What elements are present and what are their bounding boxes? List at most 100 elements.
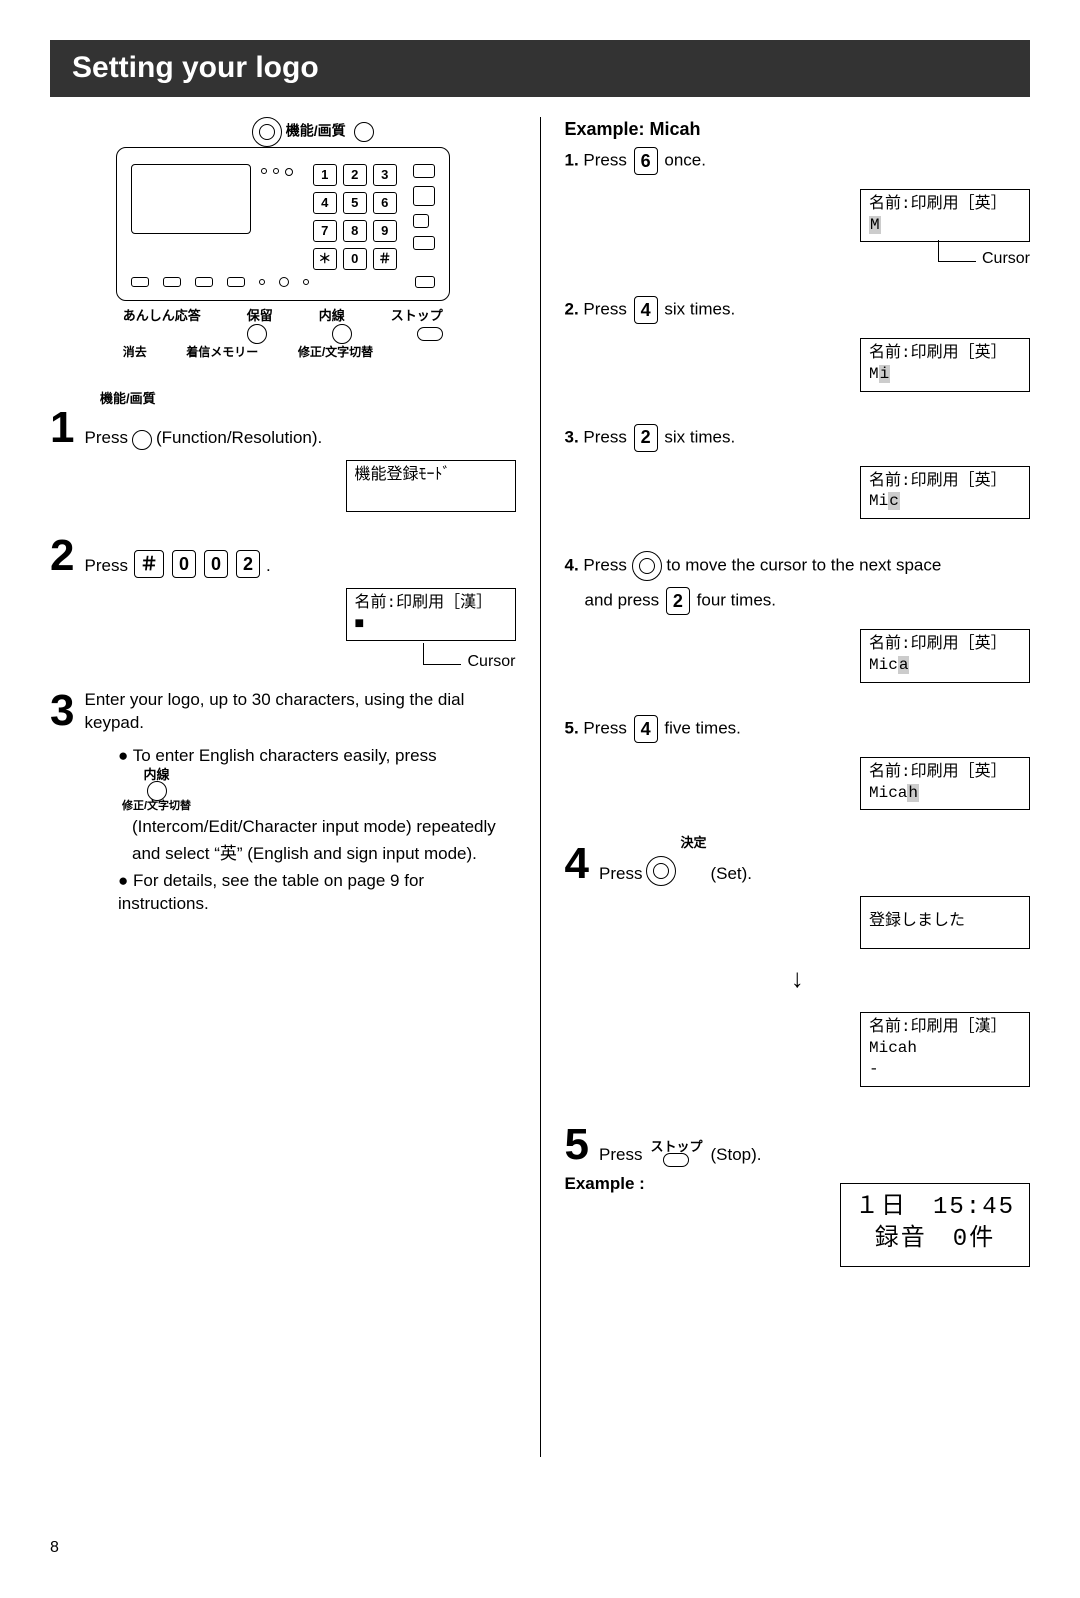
dial-keypad: 1 2 3 4 5 6 7 8 9 ＊ 0 ＃ (313, 164, 397, 270)
small-key-icon (131, 277, 149, 287)
panel-sublabel-memory: 着信メモリー (186, 344, 258, 360)
sub5-n: 5. (565, 718, 579, 737)
step3-bullet1-line3: and select “英” (English and sign input m… (132, 843, 516, 866)
key-7: 7 (313, 220, 337, 242)
step-3: 3 Enter your logo, up to 30 characters, … (50, 689, 516, 920)
device-panel-diagram: 機能/画質 1 2 3 4 5 (50, 117, 516, 361)
small-key-icon (163, 277, 181, 287)
step-number-5: 5 (565, 1123, 589, 1167)
sub4-hl: a (898, 656, 910, 674)
key-9: 9 (373, 220, 397, 242)
sub4-t4: four times. (697, 591, 776, 610)
sub5-hl: h (907, 784, 919, 802)
panel-label-stop: ストップ (391, 307, 443, 325)
step-number-4: 4 (565, 842, 589, 886)
sub5-t: Press (583, 718, 626, 737)
sub4-t3: and press (585, 591, 660, 610)
step1-display: 機能登録ﾓｰﾄﾞ (346, 460, 516, 512)
intercom-button-icon (332, 324, 352, 344)
key-3: 3 (373, 164, 397, 186)
step5-final-line2: 録音 0件 (875, 1224, 995, 1255)
step3-main-text: Enter your logo, up to 30 characters, us… (84, 689, 515, 735)
sidekey-icon (413, 236, 435, 250)
sub1-n: 1. (565, 150, 579, 169)
step5-after: (Stop). (710, 1144, 761, 1167)
step4-registered-text: 登録しました (869, 901, 1021, 942)
step2-cursor-leader: Cursor (50, 651, 516, 673)
key-2: 2 (236, 550, 260, 578)
panel-label-naisen: 内線 (319, 307, 345, 325)
sub2-a: six times. (664, 299, 735, 318)
right-column: Example: Micah 1. Press 6 once. 名前:印刷用［英… (565, 117, 1031, 1457)
intercom-label-bottom: 修正/文字切替 (122, 801, 191, 812)
stop-button-icon (663, 1153, 689, 1167)
example-substep-5: 5. Press 4 five times. 名前:印刷用［英］ Micah (565, 715, 1031, 817)
step1-text-press: Press (84, 427, 127, 450)
key-0: 0 (172, 550, 196, 578)
sub5-display: 名前:印刷用［英］ Micah (860, 757, 1030, 811)
step1-display-text: 機能登録ﾓｰﾄﾞ (355, 466, 451, 484)
sub5-a: five times. (664, 718, 741, 737)
two-column-layout: 機能/画質 1 2 3 4 5 (50, 117, 1030, 1457)
sub4-typed: Mic (869, 656, 898, 674)
key-hash: ＃ (134, 550, 164, 578)
step-4: 4 Press 決定 (Set). 登録しました ↓ 名前:印刷用［漢］ Mic… (565, 842, 1031, 1092)
sub4-display: 名前:印刷用［英］ Mica (860, 629, 1030, 683)
step-1: 機能/画質 1 Press (Function/Resolution). 機能登… (50, 390, 516, 518)
key-4: 4 (634, 715, 658, 743)
led-icon (285, 168, 293, 176)
step4-display-registered: 登録しました (860, 896, 1030, 949)
led-icon (261, 168, 267, 174)
step-5: 5 Press ストップ (Stop). Example : １日 15:45 … (565, 1123, 1031, 1273)
key-0: 0 (204, 550, 228, 578)
sub1-display-top: 名前:印刷用［英］ (869, 194, 1021, 215)
sub2-hl: i (879, 365, 891, 383)
led-icon (273, 168, 279, 174)
example-substep-2: 2. Press 4 six times. 名前:印刷用［英］ Mi (565, 296, 1031, 398)
cursor-label: Cursor (982, 248, 1030, 270)
key-8: 8 (343, 220, 367, 242)
key-2: 2 (666, 587, 690, 615)
step3-bullet1-before: To enter English characters easily, pres… (133, 746, 437, 765)
panel-top-label: 機能/画質 (286, 122, 346, 138)
step5-final-line1: １日 15:45 (855, 1192, 1015, 1223)
dot-icon (259, 279, 265, 285)
step3-bullet1-line2: (Intercom/Edit/Character input mode) rep… (132, 816, 516, 839)
cursor-label: Cursor (467, 651, 515, 673)
step-number-1: 1 (50, 406, 74, 450)
function-button-icon (354, 122, 374, 142)
key-4: 4 (634, 296, 658, 324)
example-substep-4: 4. Press to move the cursor to the next … (565, 551, 1031, 689)
key-star: ＊ (313, 248, 337, 270)
sidekey-icon (413, 186, 435, 206)
sub5-typed: Mica (869, 784, 907, 802)
kettei-label: 決定 (680, 836, 706, 849)
key-0: 0 (343, 248, 367, 270)
step-number-2: 2 (50, 534, 74, 578)
dot-icon (279, 277, 289, 287)
step4-display-result: 名前:印刷用［漢］ Micah - (860, 1012, 1030, 1086)
sub4-t1: Press (583, 556, 626, 575)
intercom-button-icon (147, 781, 167, 801)
step4-result-under: - (869, 1059, 1021, 1080)
sub2-display: 名前:印刷用［英］ Mi (860, 338, 1030, 392)
step5-final-display: １日 15:45 録音 0件 (840, 1183, 1030, 1267)
sub3-hl: c (888, 492, 900, 510)
function-button-icon (132, 430, 152, 450)
step1-text-after: (Function/Resolution). (156, 427, 322, 450)
sub1-t: Press (583, 150, 626, 169)
sub3-n: 3. (565, 427, 579, 446)
screen-icon (131, 164, 251, 234)
example-substep-1: 1. Press 6 once. 名前:印刷用［英］ M Cursor (565, 147, 1031, 270)
step2-display-line1: 名前:印刷用［漢］ (355, 593, 507, 614)
stop-button-icon (417, 327, 443, 341)
hold-button-icon (247, 324, 267, 344)
example-title: Example: Micah (565, 117, 1031, 141)
step2-cursor-block: ■ (355, 614, 507, 635)
column-divider (540, 117, 541, 1457)
sidekey-icon (413, 214, 429, 228)
sub5-display-top: 名前:印刷用［英］ (869, 762, 1021, 783)
page-number: 8 (50, 1537, 1030, 1559)
step4-result-top: 名前:印刷用［漢］ (869, 1017, 1021, 1038)
nav-icon (252, 117, 282, 147)
